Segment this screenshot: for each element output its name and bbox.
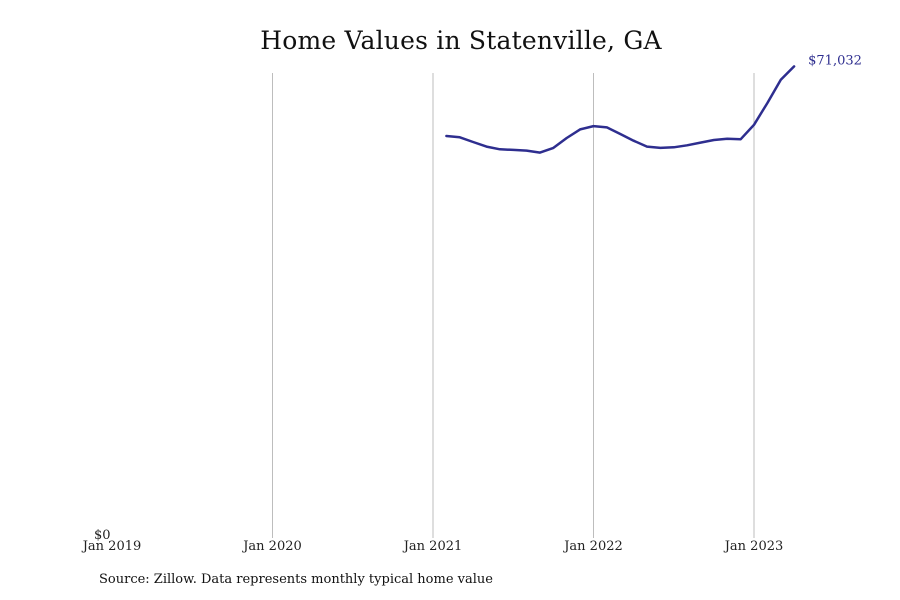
x-tick-label: Jan 2020 <box>241 539 302 554</box>
x-tick-label: Jan 2022 <box>562 539 623 554</box>
series-line <box>445 65 796 154</box>
y-tick-label: $0 <box>94 528 111 543</box>
end-value-label: $71,032 <box>808 53 862 68</box>
x-tick-label: Jan 2023 <box>723 539 784 554</box>
data-label-layer: $71,032 <box>808 53 862 68</box>
x-tick-label: Jan 2021 <box>402 539 463 554</box>
x-tick-label: Jan 2019 <box>81 539 142 554</box>
chart-title: Home Values in Statenville, GA <box>260 26 662 55</box>
series-layer <box>445 65 796 154</box>
axis-tick-labels: Jan 2019 Jan 2020 Jan 2021 Jan 2022 Jan 2023… <box>81 528 784 554</box>
source-note: Source: Zillow. Data represents monthly … <box>99 572 493 587</box>
grid-lines <box>272 73 755 538</box>
